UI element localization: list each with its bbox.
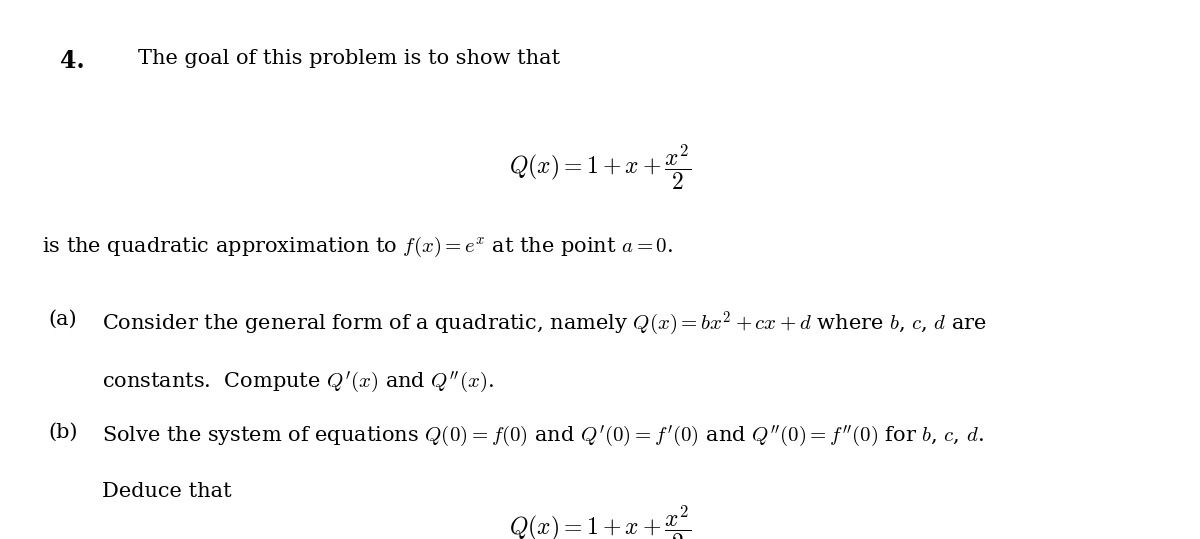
Text: Deduce that: Deduce that xyxy=(102,482,232,501)
Text: $Q(x) = 1 + x + \dfrac{x^2}{2}$: $Q(x) = 1 + x + \dfrac{x^2}{2}$ xyxy=(509,143,691,192)
Text: (b): (b) xyxy=(48,423,78,442)
Text: 4.: 4. xyxy=(60,49,85,73)
Text: is the quadratic approximation to $f(x) = e^x$ at the point $a = 0$.: is the quadratic approximation to $f(x) … xyxy=(42,234,673,259)
Text: Consider the general form of a quadratic, namely $Q(x) = bx^2 + cx + d$ where $b: Consider the general form of a quadratic… xyxy=(102,310,988,338)
Text: The goal of this problem is to show that: The goal of this problem is to show that xyxy=(138,49,560,67)
Text: Solve the system of equations $Q(0) = f(0)$ and $Q'(0) = f'(0)$ and $Q''(0) = f': Solve the system of equations $Q(0) = f(… xyxy=(102,423,984,449)
Text: constants.  Compute $Q'(x)$ and $Q''(x)$.: constants. Compute $Q'(x)$ and $Q''(x)$. xyxy=(102,369,494,395)
Text: (a): (a) xyxy=(48,310,77,329)
Text: $Q(x) = 1 + x + \dfrac{x^2}{2}$: $Q(x) = 1 + x + \dfrac{x^2}{2}$ xyxy=(509,504,691,539)
